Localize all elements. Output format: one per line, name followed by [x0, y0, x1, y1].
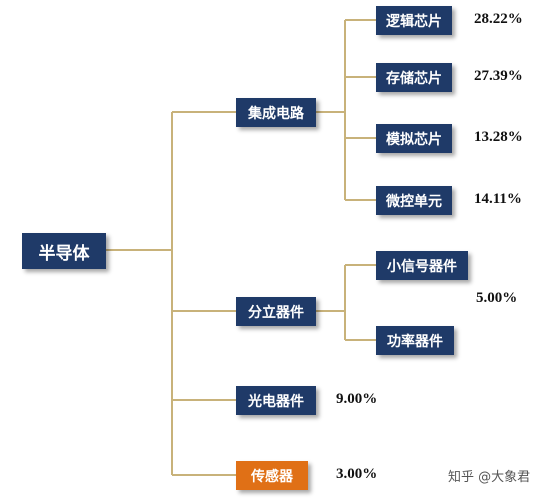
node-small-signal-device-label: 小信号器件 [387, 258, 457, 275]
node-logic-chip: 逻辑芯片 [376, 6, 452, 35]
watermark: 知乎 @大象君 [448, 470, 531, 485]
node-mcu: 微控单元 [376, 186, 452, 215]
node-sensor-label: 传感器 [251, 468, 293, 485]
node-optoelectronic-device-label: 光电器件 [248, 393, 304, 410]
node-analog-chip-label: 模拟芯片 [386, 131, 442, 148]
node-semiconductor-label: 半导体 [38, 243, 90, 264]
node-memory-chip: 存储芯片 [376, 63, 452, 92]
percent-logic-chip: 28.22% [474, 11, 523, 27]
percent-discrete-device: 5.00% [476, 290, 518, 306]
node-power-device: 功率器件 [376, 326, 454, 355]
node-integrated-circuit-label: 集成电路 [248, 105, 304, 122]
node-power-device-label: 功率器件 [387, 333, 443, 350]
percent-analog-chip: 13.28% [474, 129, 523, 145]
percent-memory-chip: 27.39% [474, 68, 523, 84]
node-optoelectronic-device: 光电器件 [236, 386, 316, 415]
node-mcu-label: 微控单元 [386, 193, 442, 210]
node-discrete-device: 分立器件 [236, 297, 316, 326]
percent-sensor: 3.00% [336, 466, 378, 482]
node-discrete-device-label: 分立器件 [248, 304, 304, 321]
percent-optoelectronic-device: 9.00% [336, 391, 378, 407]
percent-mcu: 14.11% [474, 191, 522, 207]
node-semiconductor: 半导体 [22, 233, 106, 269]
node-analog-chip: 模拟芯片 [376, 124, 452, 153]
node-small-signal-device: 小信号器件 [376, 251, 468, 280]
node-integrated-circuit: 集成电路 [236, 98, 316, 127]
node-logic-chip-label: 逻辑芯片 [386, 13, 442, 30]
node-sensor: 传感器 [236, 461, 308, 490]
node-memory-chip-label: 存储芯片 [386, 70, 442, 87]
